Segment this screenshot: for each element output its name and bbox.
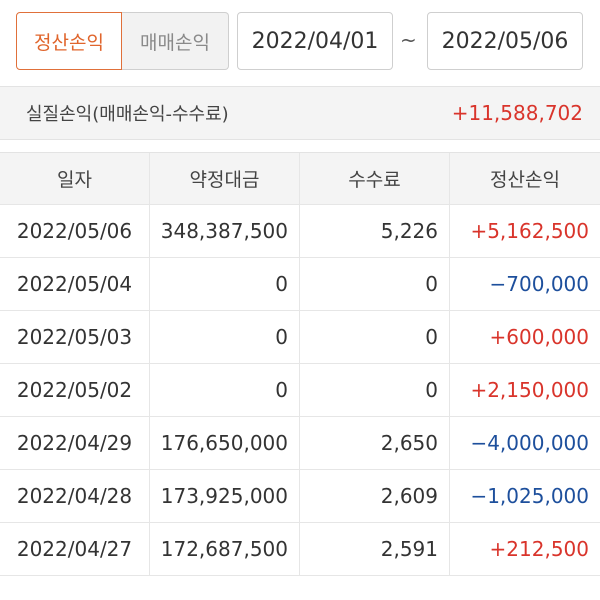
table-header: 일자 약정대금 수수료 정산손익 [0,152,600,205]
table-row[interactable]: 2022/04/27 172,687,500 2,591 +212,500 [0,523,600,576]
pnl-cell: +600,000 [489,325,589,349]
summary-label: 실질손익(매매손익-수수료) [26,104,229,125]
filter-bar: 정산손익 매매손익 2022/04/01 ~ 2022/05/06 [0,0,600,86]
table-row[interactable]: 2022/05/02 0 0 +2,150,000 [0,364,600,417]
date-cell: 2022/05/02 [0,364,150,416]
amount-cell: 0 [150,364,300,416]
amount-cell: 172,687,500 [150,523,300,575]
end-date-field[interactable]: 2022/05/06 [427,12,583,70]
summary-value: +11,588,702 [451,101,583,125]
column-header-amount[interactable]: 약정대금 [150,153,300,204]
fee-cell: 0 [300,311,450,363]
table-row[interactable]: 2022/05/06 348,387,500 5,226 +5,162,500 [0,205,600,258]
start-date-field[interactable]: 2022/04/01 [237,12,393,70]
fee-cell: 2,591 [300,523,450,575]
amount-cell: 0 [150,258,300,310]
pnl-cell: +5,162,500 [470,219,589,243]
table-row[interactable]: 2022/05/04 0 0 −700,000 [0,258,600,311]
amount-cell: 173,925,000 [150,470,300,522]
amount-cell: 0 [150,311,300,363]
fee-cell: 5,226 [300,205,450,257]
fee-cell: 2,609 [300,470,450,522]
table-row[interactable]: 2022/04/29 176,650,000 2,650 −4,000,000 [0,417,600,470]
pnl-cell: +2,150,000 [470,378,589,402]
date-cell: 2022/05/03 [0,311,150,363]
column-header-date[interactable]: 일자 [0,153,150,204]
pnl-cell: −4,000,000 [470,431,589,455]
table-body: 2022/05/06 348,387,500 5,226 +5,162,500 2022… [0,205,600,576]
fee-cell: 2,650 [300,417,450,469]
table-row[interactable]: 2022/05/03 0 0 +600,000 [0,311,600,364]
fee-cell: 0 [300,258,450,310]
pnl-cell: −1,025,000 [470,484,589,508]
date-cell: 2022/04/28 [0,470,150,522]
view-toggle: 정산손익 매매손익 [16,12,229,70]
date-range-separator: ~ [400,28,417,52]
date-cell: 2022/04/29 [0,417,150,469]
fee-cell: 0 [300,364,450,416]
date-cell: 2022/05/06 [0,205,150,257]
date-cell: 2022/05/04 [0,258,150,310]
table-row[interactable]: 2022/04/28 173,925,000 2,609 −1,025,000 [0,470,600,523]
amount-cell: 348,387,500 [150,205,300,257]
tab-settlement-pnl[interactable]: 정산손익 [16,12,122,70]
column-header-pnl[interactable]: 정산손익 [490,169,560,191]
net-pnl-summary: 실질손익(매매손익-수수료) +11,588,702 [0,86,600,140]
tab-trading-pnl[interactable]: 매매손익 [122,12,229,70]
pnl-table: 일자 약정대금 수수료 정산손익 2022/05/06 348,387,500 5,… [0,152,600,576]
date-cell: 2022/04/27 [0,523,150,575]
column-header-fee[interactable]: 수수료 [300,153,450,204]
amount-cell: 176,650,000 [150,417,300,469]
pnl-cell: +212,500 [489,537,589,561]
pnl-cell: −700,000 [489,272,589,296]
